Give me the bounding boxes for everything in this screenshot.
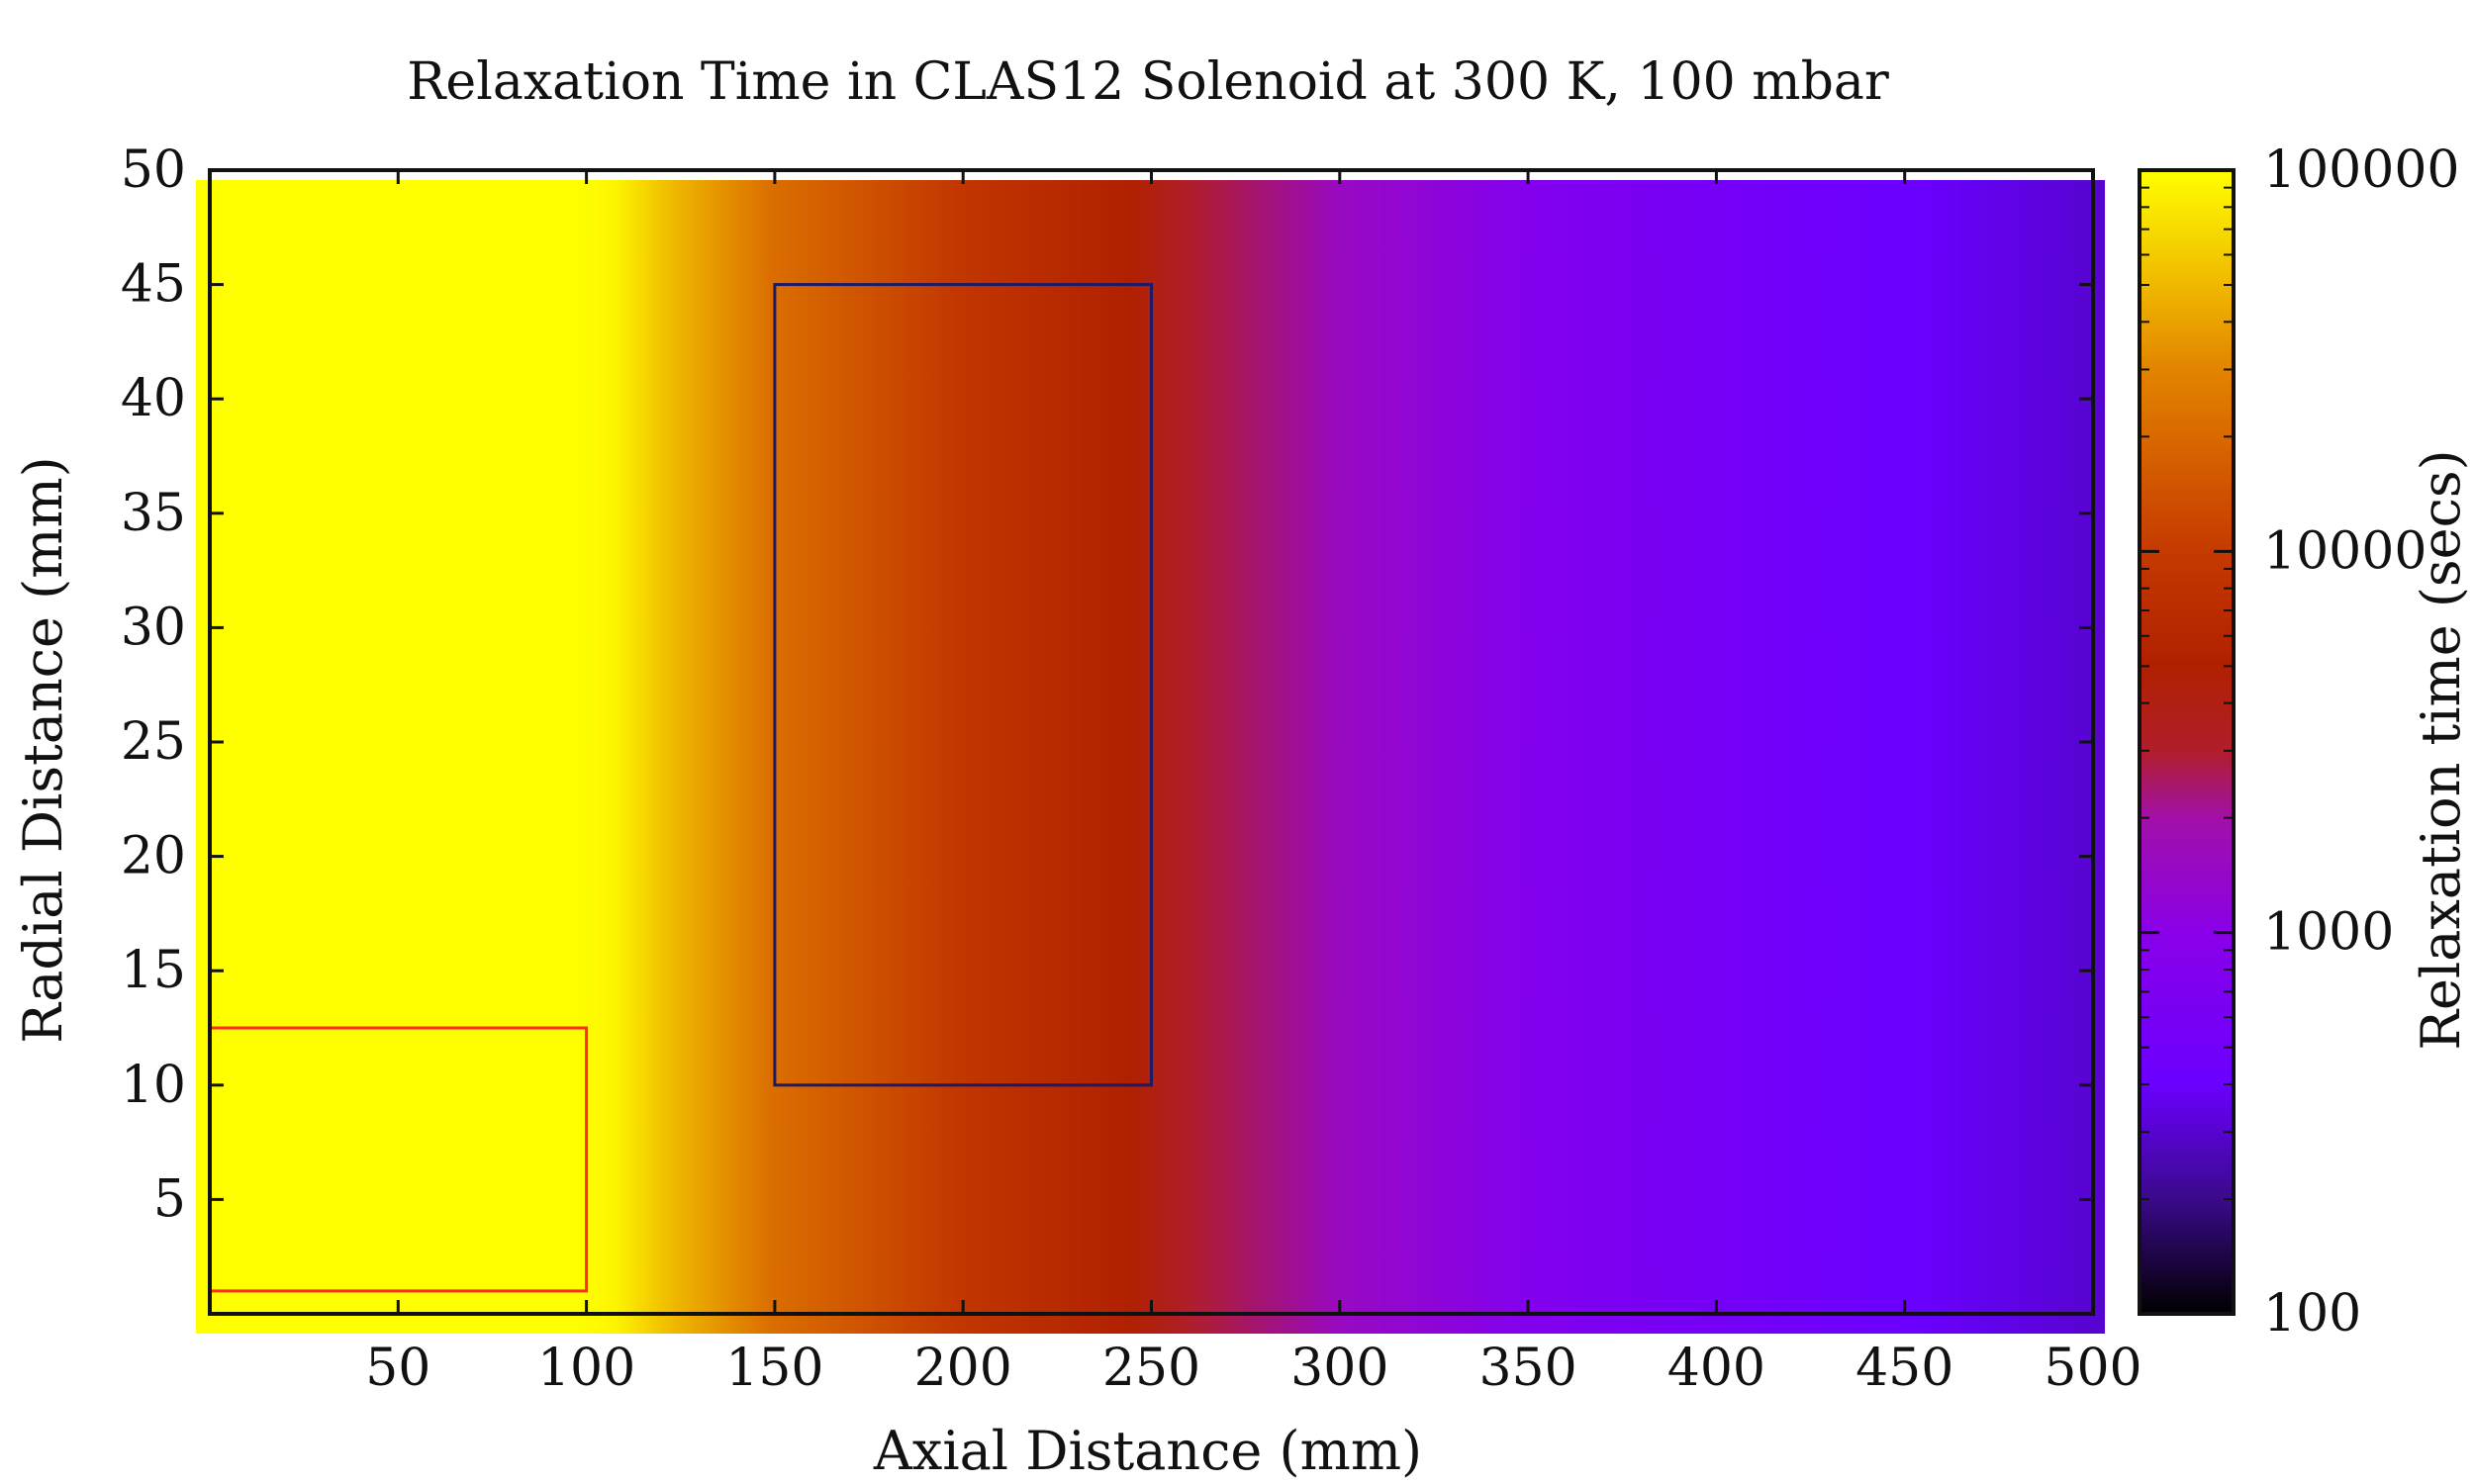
y-tick-label: 45 — [121, 255, 186, 315]
x-tick-label: 450 — [1856, 1339, 1953, 1398]
y-tick-label: 40 — [121, 369, 186, 428]
y-tick-label: 20 — [121, 827, 186, 886]
x-tick-label: 200 — [914, 1339, 1012, 1398]
colorbar-frame — [2138, 168, 2236, 1316]
x-tick-label: 50 — [365, 1339, 430, 1398]
x-tick-label: 350 — [1478, 1339, 1576, 1398]
colorbar-tick-label: 100000 — [2263, 140, 2460, 200]
x-tick-label: 100 — [537, 1339, 635, 1398]
y-tick-label: 30 — [121, 598, 186, 657]
region-box-2 — [773, 283, 1154, 1087]
colorbar-ticks: 100 1000 10000 100000 — [2140, 140, 2460, 1344]
x-tick-label: 500 — [2044, 1339, 2141, 1398]
colorbar — [2140, 170, 2234, 1314]
y-tick-label: 15 — [121, 941, 186, 1000]
y-axis-label: Radial Distance (mm) — [12, 456, 74, 1043]
y-tick-label: 10 — [121, 1056, 186, 1115]
x-tick-label: 300 — [1290, 1339, 1388, 1398]
y-tick-label: 5 — [153, 1169, 186, 1229]
y-tick-label: 35 — [121, 484, 186, 543]
x-axis-label: Axial Distance (mm) — [873, 1420, 1422, 1482]
y-tick-label: 50 — [121, 140, 186, 200]
colorbar-tick-label: 100 — [2263, 1284, 2361, 1344]
x-axis-ticks: 50 100 150 200 250 300 350 400 450 500 — [365, 170, 2142, 1398]
y-tick-label: 25 — [121, 712, 186, 772]
x-tick-label: 250 — [1102, 1339, 1200, 1398]
y-axis-ticks: 5 10 15 20 25 30 35 40 45 50 — [121, 140, 2093, 1229]
chart-title: Relaxation Time in CLAS12 Solenoid at 30… — [407, 52, 1889, 112]
colorbar-tick-label: 1000 — [2263, 903, 2394, 963]
x-tick-label: 150 — [725, 1339, 823, 1398]
x-tick-label: 400 — [1667, 1339, 1765, 1398]
colorbar-label: Relaxation time (secs) — [2410, 449, 2472, 1050]
colorbar-tick-label: 10000 — [2263, 521, 2426, 581]
